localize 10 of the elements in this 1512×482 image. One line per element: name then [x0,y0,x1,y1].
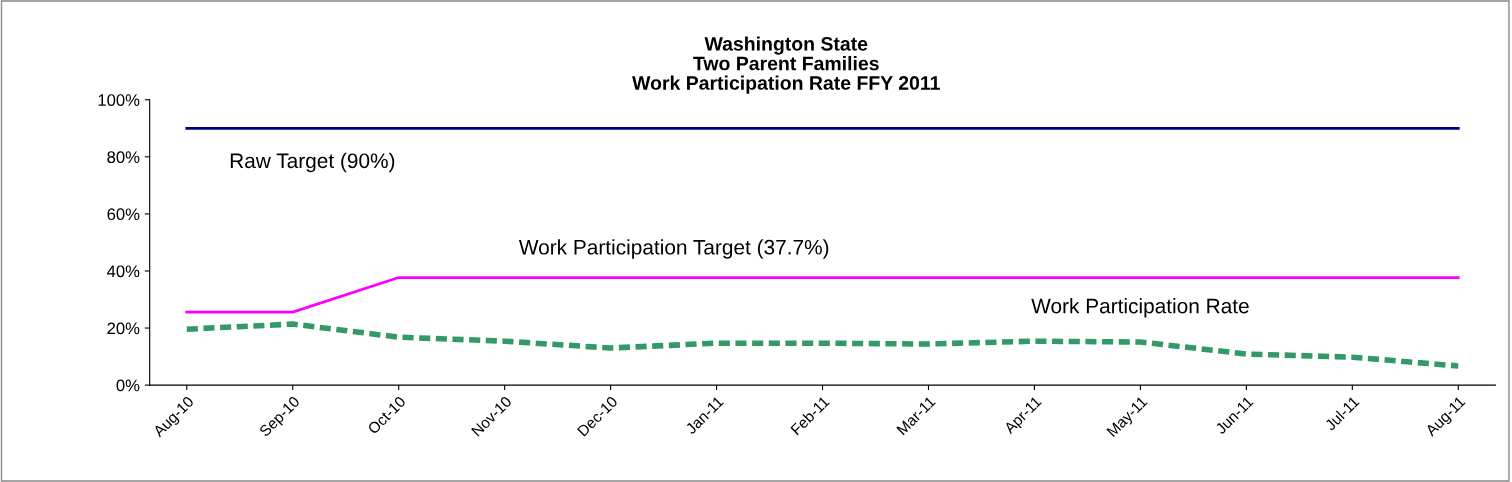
y-tick-label: 80% [107,151,140,164]
y-tick-label: 40% [106,265,140,278]
y-tick-label: 100% [98,94,140,106]
series-label: Raw Target (90%) [230,152,395,173]
series-label: Work Participation Rate [1031,298,1249,318]
y-tick-label: 60% [107,208,140,221]
chart-title: Washington State Two Parent Families Work Participation Rate FFY 2011 [632,36,940,94]
series-label: Work Participation Target (37.7%) [518,239,829,259]
y-tick-label: 20% [107,322,140,335]
y-tick-label: 0% [116,379,140,392]
